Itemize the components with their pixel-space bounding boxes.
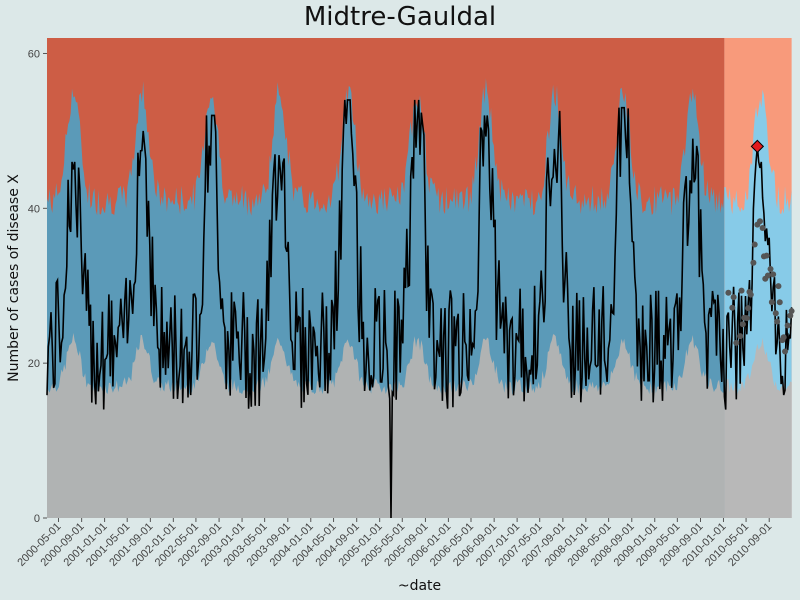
prediction-point	[733, 339, 740, 346]
y-tick-label: 0	[34, 513, 40, 525]
prediction-point	[764, 272, 771, 279]
chart-title: Midtre-Gauldal	[303, 2, 497, 32]
prediction-point	[776, 299, 783, 306]
prediction-point	[784, 322, 791, 329]
prediction-point	[729, 304, 736, 311]
y-tick-label: 20	[28, 358, 40, 370]
prediction-point	[725, 289, 732, 296]
prediction-point	[747, 291, 754, 298]
prediction-point	[775, 283, 782, 290]
low-region	[47, 332, 725, 518]
prediction-point	[745, 305, 752, 312]
prediction-point	[737, 333, 744, 340]
low-region-prediction	[724, 337, 792, 518]
prediction-point	[743, 315, 750, 322]
prediction-point	[738, 287, 745, 294]
prediction-point	[750, 259, 757, 266]
x-axis-title: ~date	[398, 578, 441, 594]
prediction-point	[787, 312, 794, 319]
prediction-point	[763, 252, 770, 259]
alert-marker	[750, 139, 765, 154]
prediction-point	[756, 218, 763, 225]
prediction-point	[772, 310, 779, 317]
prediction-point	[782, 348, 789, 355]
prediction-point	[730, 294, 737, 301]
y-axis-title: Number of cases of disease X	[6, 174, 22, 382]
y-tick-label: 60	[28, 48, 40, 60]
y-tick-label: 40	[28, 203, 40, 215]
prediction-point	[767, 265, 774, 272]
observed-line	[46, 99, 793, 519]
prediction-point	[788, 308, 795, 315]
prediction-point	[739, 321, 746, 328]
prediction-point	[780, 334, 787, 341]
prediction-point	[774, 318, 781, 325]
prediction-point	[768, 299, 775, 306]
prediction-point	[751, 241, 758, 248]
prediction-point	[770, 271, 777, 278]
prediction-point	[759, 225, 766, 232]
